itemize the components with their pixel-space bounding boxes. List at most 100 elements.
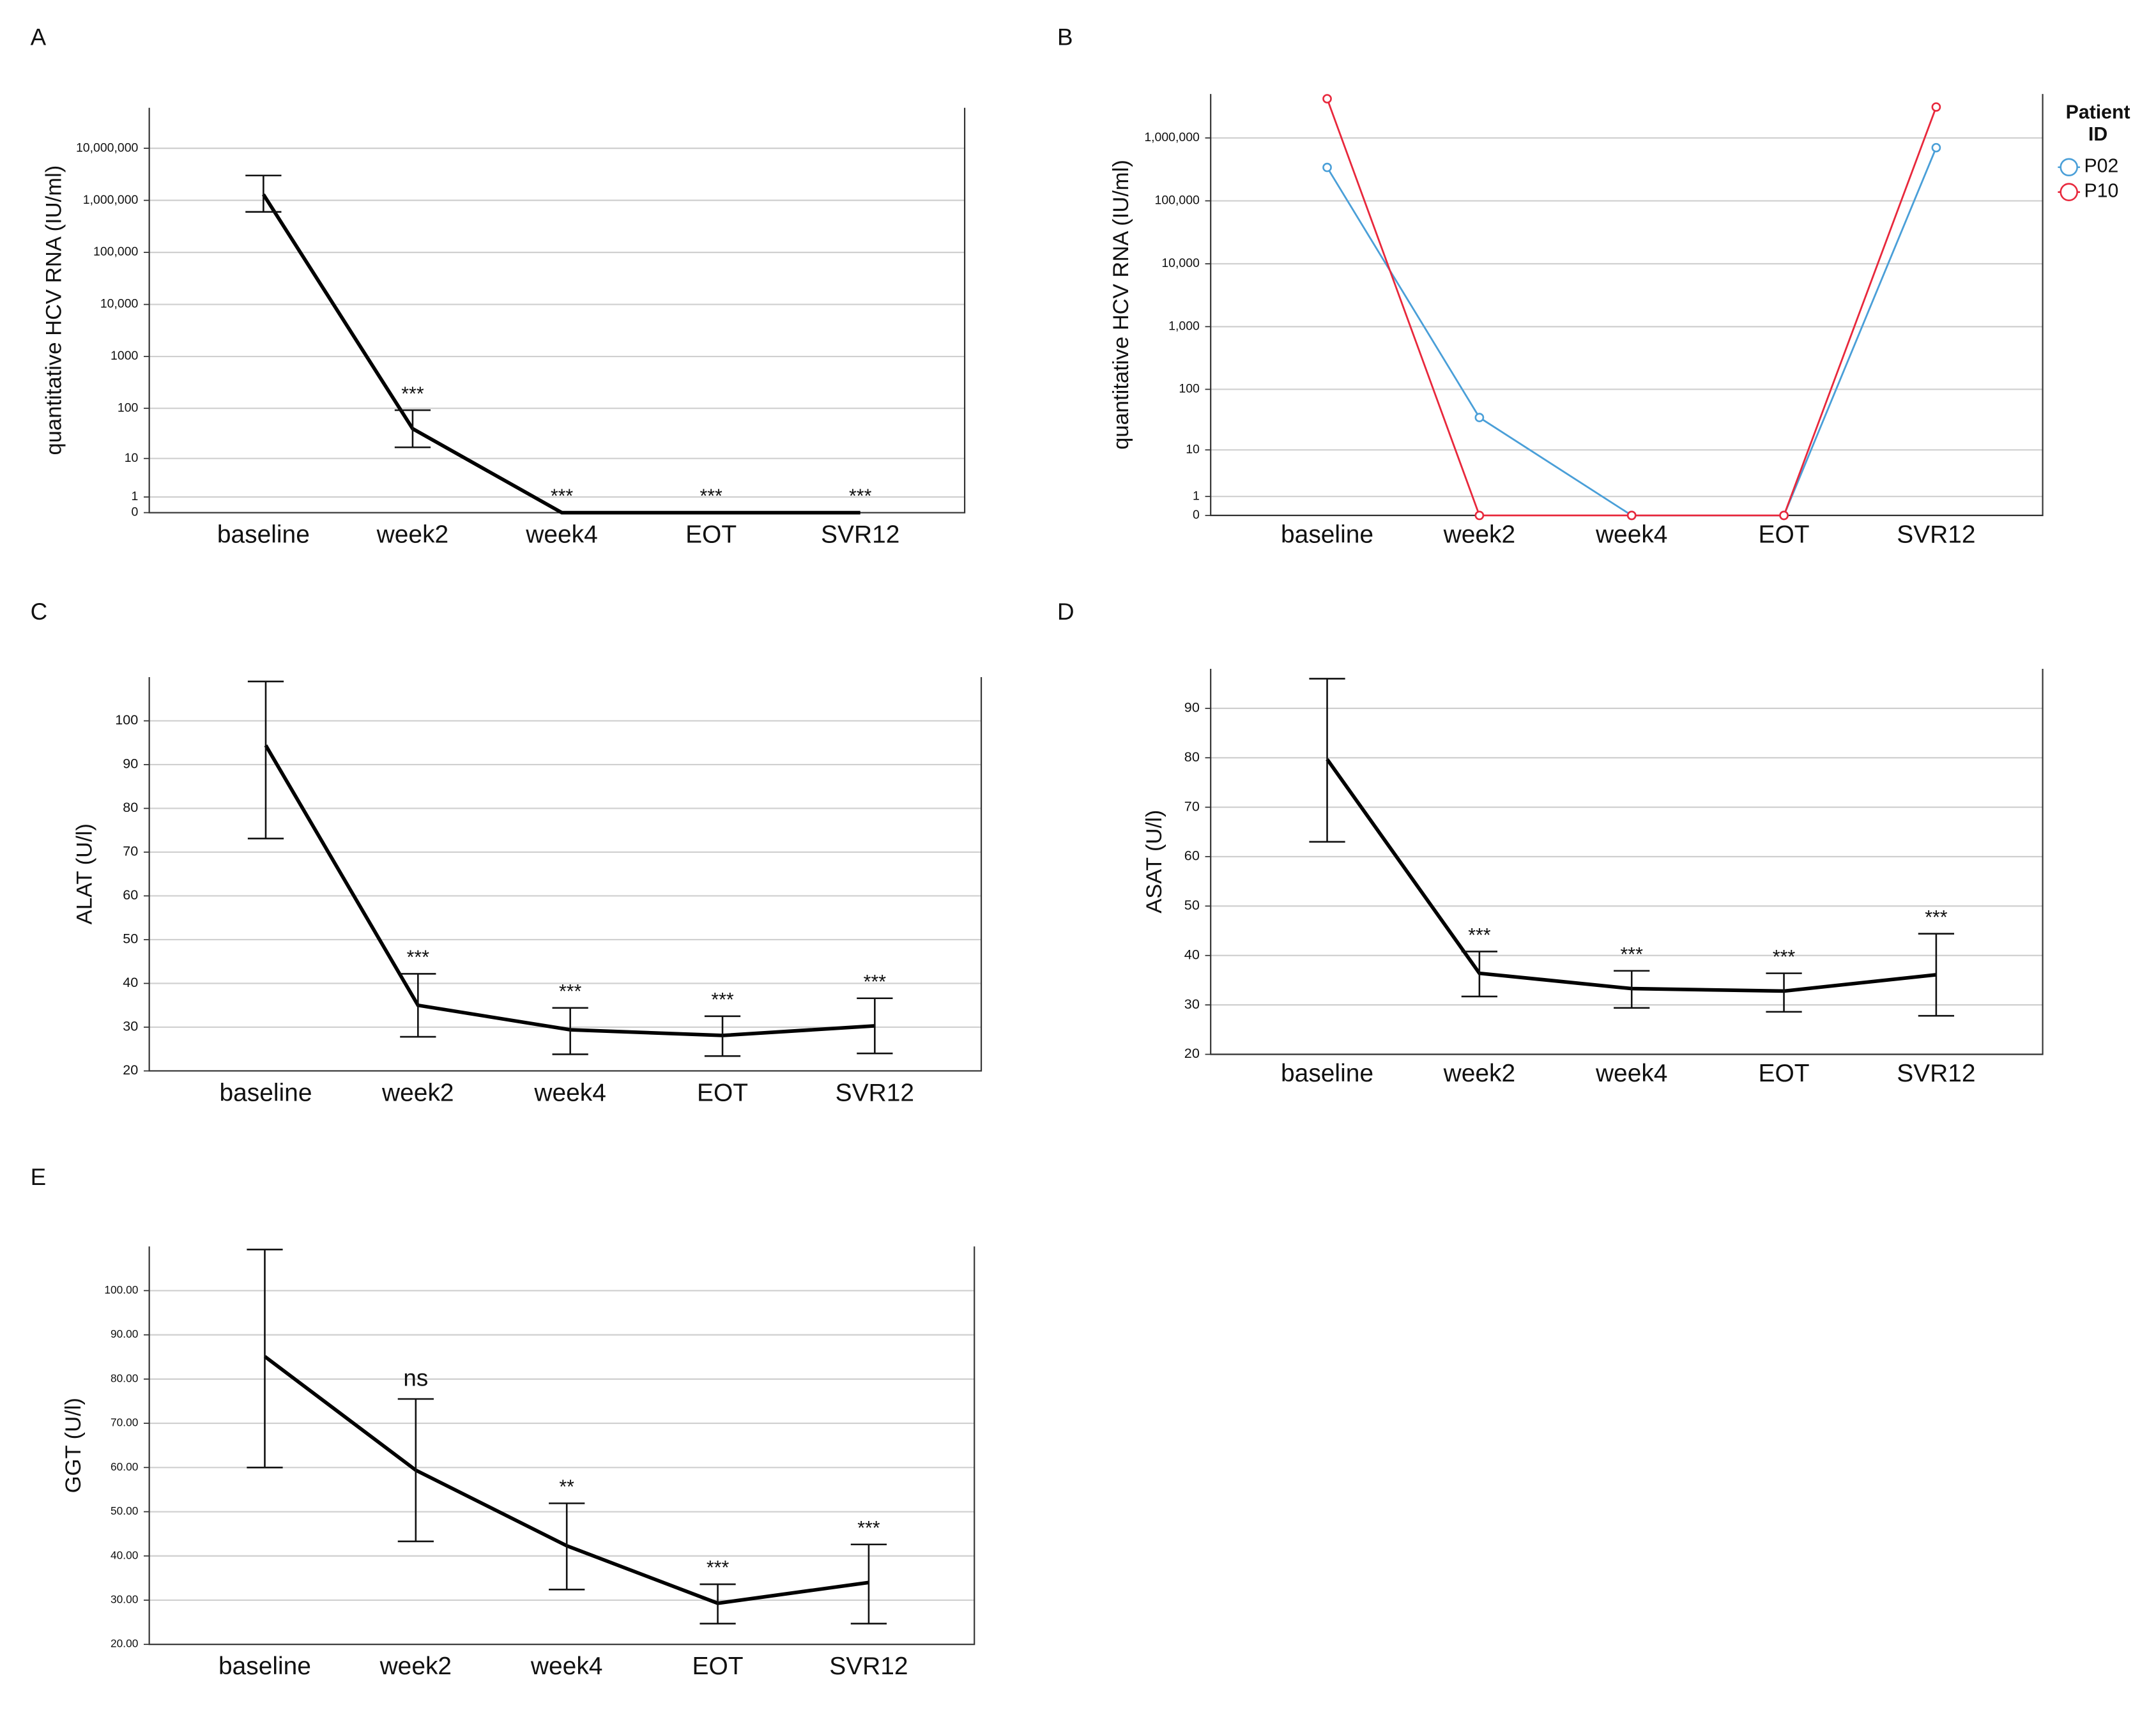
y-tick-label: 30: [123, 1018, 138, 1034]
y-tick-label: 50: [1184, 897, 1200, 913]
x-tick-label: week2: [376, 521, 449, 549]
significance-label: ***: [1468, 925, 1491, 946]
series-line: [261, 193, 860, 515]
y-tick-label: 10,000: [1161, 256, 1200, 270]
error-bar: [552, 1007, 588, 1055]
y-tick-label: 0: [1193, 508, 1200, 522]
legend-title-line: ID: [2088, 124, 2107, 145]
x-tick-label: baseline: [219, 1080, 312, 1107]
y-tick-label: 20: [123, 1062, 138, 1078]
y-tick-label: 1,000,000: [1144, 130, 1200, 144]
panel-label: B: [1057, 24, 1073, 50]
legend-title-line: Patient: [2066, 102, 2130, 123]
point: [1322, 162, 1332, 172]
y-tick-label: 90.00: [111, 1327, 138, 1340]
significance-label: ***: [1773, 947, 1796, 968]
y-tick-label: 100: [115, 712, 138, 728]
significance-label: ns: [403, 1364, 428, 1391]
x-tick-label: week2: [1443, 1060, 1516, 1087]
y-tick-label: 80: [1184, 749, 1200, 765]
y-tick-label: 10,000,000: [76, 141, 139, 155]
y-tick-label: 40: [123, 974, 138, 990]
significance-label: ***: [1621, 944, 1644, 965]
y-tick-label: 80.00: [111, 1371, 138, 1384]
error-bar: [857, 997, 893, 1055]
point: [1931, 142, 1941, 153]
y-tick-label: 1,000,000: [83, 193, 139, 207]
significance-label: ***: [407, 947, 430, 968]
point: [1931, 102, 1941, 112]
x-tick-label: EOT: [1759, 521, 1810, 549]
error-bar: [245, 174, 282, 213]
x-tick-label: SVR12: [1897, 521, 1975, 549]
y-tick-label: 30.00: [111, 1593, 138, 1606]
significance-label: ***: [857, 1518, 880, 1539]
x-tick-label: SVR12: [1897, 1060, 1975, 1087]
significance-label: ***: [700, 486, 722, 507]
legend-marker: [2060, 183, 2078, 201]
x-tick-label: week4: [1595, 521, 1668, 549]
y-tick-label: 90: [1184, 699, 1200, 715]
x-tick-label: week4: [530, 1653, 603, 1680]
series-line: [1326, 147, 1938, 517]
panel-label: E: [31, 1164, 47, 1190]
x-tick-label: baseline: [218, 1653, 311, 1680]
y-axis-label: ASAT (U/l): [1142, 810, 1166, 913]
y-tick-label: 30: [1184, 996, 1200, 1012]
axis-frame: [148, 676, 982, 1072]
significance-label: ***: [1925, 907, 1948, 928]
y-tick-label: 1,000: [1168, 319, 1200, 333]
y-tick-label: 60.00: [111, 1460, 138, 1473]
y-tick-label: 60: [123, 887, 138, 903]
x-tick-label: week4: [1595, 1060, 1668, 1087]
axis-frame: [148, 1246, 975, 1646]
axis-frame: [148, 107, 966, 514]
y-tick-label: 40: [1184, 946, 1200, 962]
y-tick-label: 100: [1179, 382, 1200, 396]
significance-label: ***: [707, 1557, 730, 1578]
x-tick-label: EOT: [685, 521, 737, 549]
error-bar: [394, 409, 431, 448]
panel-label: D: [1057, 599, 1074, 625]
significance-label: ***: [559, 981, 582, 1002]
y-tick-label: 50.00: [111, 1504, 138, 1517]
y-tick-label: 40.00: [111, 1548, 138, 1561]
y-tick-label: 0: [132, 505, 139, 519]
x-tick-label: EOT: [697, 1080, 748, 1107]
axis-frame: [1210, 668, 2044, 1055]
error-bar: [397, 1398, 434, 1543]
legend-title: Patient ID: [2066, 102, 2130, 145]
y-tick-label: 20.00: [111, 1637, 138, 1650]
y-tick-label: 70: [123, 843, 138, 859]
legend-marker: [2060, 158, 2078, 177]
significance-label: ***: [849, 486, 872, 507]
y-tick-label: 70: [1184, 798, 1200, 814]
y-tick-label: 100,000: [1155, 194, 1200, 208]
y-tick-label: 1: [132, 489, 139, 503]
error-bar: [1614, 970, 1650, 1009]
error-bar: [1766, 972, 1802, 1013]
error-bar: [247, 680, 284, 840]
y-tick-label: 10: [125, 451, 139, 465]
point: [1474, 413, 1485, 422]
y-tick-label: 100: [118, 401, 139, 415]
x-tick-label: week2: [1443, 521, 1516, 549]
y-tick-label: 20: [1184, 1045, 1200, 1061]
error-bar: [1309, 678, 1345, 843]
y-tick-label: 90: [123, 756, 138, 772]
error-bar: [700, 1583, 736, 1624]
x-tick-label: SVR12: [836, 1080, 914, 1107]
x-tick-label: week4: [525, 521, 598, 549]
y-tick-label: 100.00: [104, 1283, 138, 1296]
y-tick-label: 60: [1184, 848, 1200, 864]
legend-label: P10: [2084, 181, 2119, 202]
point: [1474, 510, 1485, 521]
significance-label: **: [559, 1477, 574, 1498]
significance-label: ***: [551, 486, 574, 507]
error-bar: [247, 1248, 283, 1469]
y-tick-label: 10: [1186, 442, 1200, 456]
legend-label: P02: [2084, 156, 2119, 177]
significance-label: ***: [711, 989, 734, 1011]
y-tick-label: 70.00: [111, 1416, 138, 1429]
